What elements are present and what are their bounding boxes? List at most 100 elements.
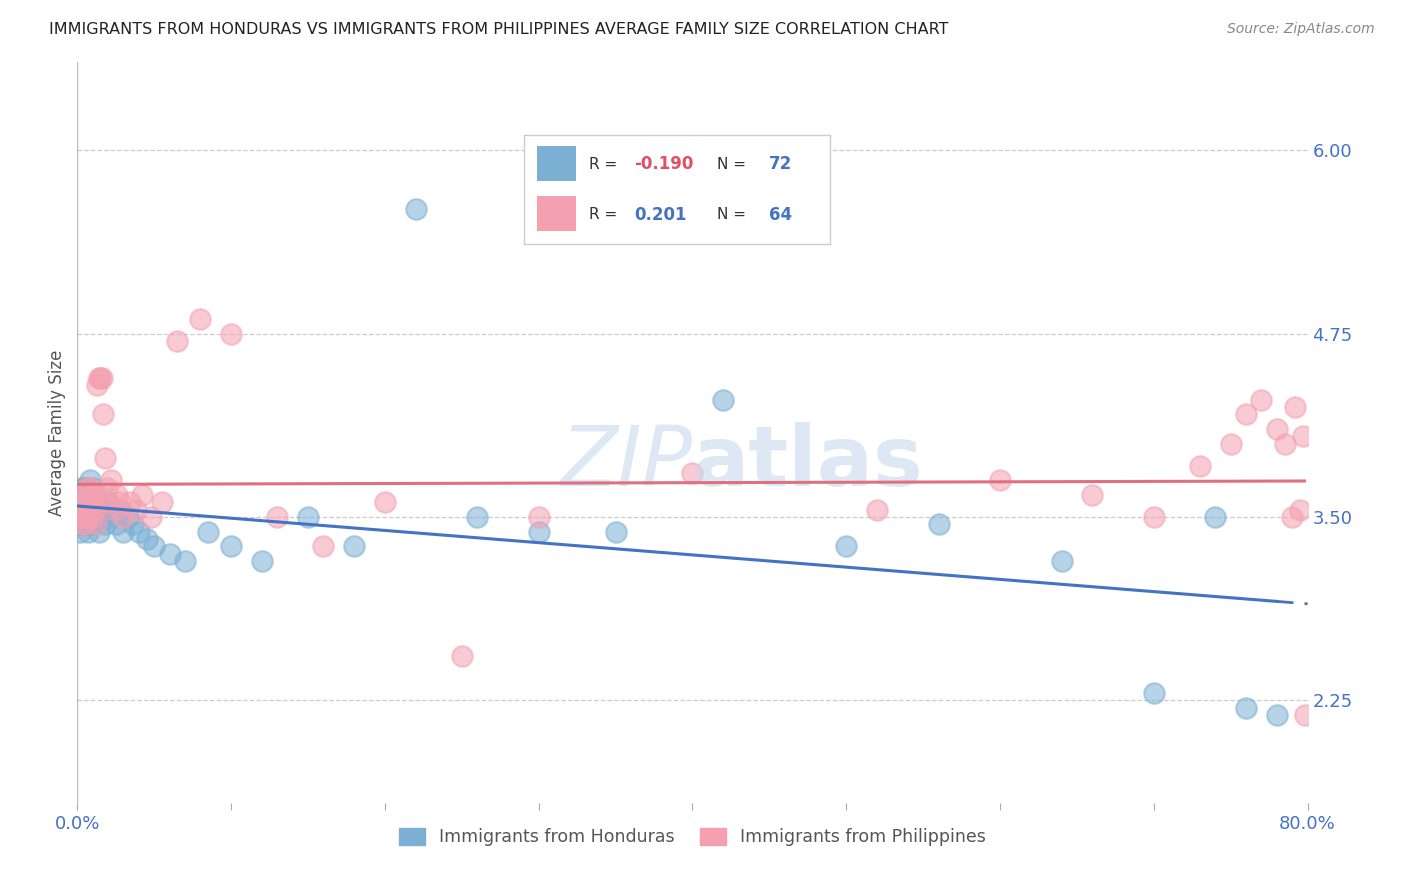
Point (80, 502, 103, 516)
Point (110, 495, 132, 509)
Point (70, 502, 93, 516)
Point (866, 502, 889, 516)
Point (76, 481, 98, 495)
Point (89, 495, 111, 509)
Point (73, 495, 96, 509)
Point (79, 517, 101, 532)
Point (79, 473, 101, 487)
Text: 0.201: 0.201 (634, 206, 686, 224)
Point (112, 510, 135, 524)
Point (166, 334, 188, 348)
Point (86, 378, 108, 392)
Point (100, 473, 122, 487)
Bar (537, 196, 576, 231)
Point (94, 451, 117, 466)
Point (928, 517, 950, 532)
Text: ZIP: ZIP (561, 422, 693, 503)
Point (1250, 392, 1272, 407)
Text: R =: R = (589, 157, 621, 171)
Point (374, 495, 396, 509)
Point (79, 481, 101, 495)
Text: atlas: atlas (693, 422, 924, 503)
Point (97, 495, 120, 509)
Point (835, 539, 858, 553)
Point (121, 517, 143, 532)
Point (83, 502, 105, 516)
Text: -0.190: -0.190 (634, 155, 693, 173)
Point (1265, 422, 1288, 436)
Point (67, 517, 90, 532)
Point (77, 510, 100, 524)
Point (77, 488, 100, 502)
Point (80, 488, 103, 502)
Point (72, 517, 94, 532)
Point (70, 517, 93, 532)
Point (76, 481, 98, 495)
Point (1284, 400, 1306, 414)
Point (343, 539, 366, 553)
Point (188, 312, 212, 326)
Point (77, 510, 100, 524)
Point (103, 502, 125, 516)
Point (72, 510, 94, 524)
Text: 72: 72 (769, 155, 792, 173)
Point (1292, 429, 1315, 443)
Y-axis label: Average Family Size: Average Family Size (48, 350, 66, 516)
Point (988, 473, 1011, 487)
Text: N =: N = (717, 157, 751, 171)
Point (297, 510, 319, 524)
Point (72, 510, 94, 524)
Point (76, 510, 98, 524)
Point (110, 502, 132, 516)
Point (1188, 458, 1211, 473)
Point (87, 524, 110, 539)
Point (1234, 700, 1257, 714)
Point (1081, 488, 1104, 502)
Point (84, 517, 107, 532)
Point (72, 488, 94, 502)
Point (1204, 510, 1226, 524)
Point (159, 547, 181, 561)
Point (93, 407, 115, 421)
Point (682, 466, 704, 480)
Point (72, 481, 94, 495)
Point (86, 502, 108, 516)
Point (96, 481, 118, 495)
Point (90, 510, 114, 524)
Point (97, 495, 120, 509)
Text: N =: N = (717, 207, 751, 222)
Point (1294, 707, 1316, 722)
Point (87, 370, 110, 384)
Point (135, 532, 157, 546)
Point (143, 539, 166, 553)
Point (465, 510, 488, 524)
Point (70, 495, 93, 509)
Text: 64: 64 (769, 206, 792, 224)
Point (70, 488, 93, 502)
Point (73, 495, 96, 509)
Point (80, 495, 103, 509)
Point (82, 488, 104, 502)
Point (84, 495, 107, 509)
Point (104, 517, 127, 532)
Text: IMMIGRANTS FROM HONDURAS VS IMMIGRANTS FROM PHILIPPINES AVERAGE FAMILY SIZE CORR: IMMIGRANTS FROM HONDURAS VS IMMIGRANTS F… (49, 22, 949, 37)
Point (1219, 436, 1241, 450)
Point (83, 502, 105, 516)
Point (82, 510, 104, 524)
Point (69, 502, 91, 516)
Point (77, 502, 100, 516)
Point (82, 481, 104, 495)
Point (90, 370, 114, 384)
Point (77, 524, 100, 539)
Point (1143, 686, 1166, 700)
Point (69, 524, 91, 539)
Point (117, 510, 139, 524)
Point (219, 326, 242, 341)
Point (72, 488, 94, 502)
Point (450, 649, 472, 664)
Point (84, 517, 107, 532)
Point (197, 524, 219, 539)
Point (73, 517, 96, 532)
Point (1289, 502, 1312, 516)
Point (70, 481, 93, 495)
